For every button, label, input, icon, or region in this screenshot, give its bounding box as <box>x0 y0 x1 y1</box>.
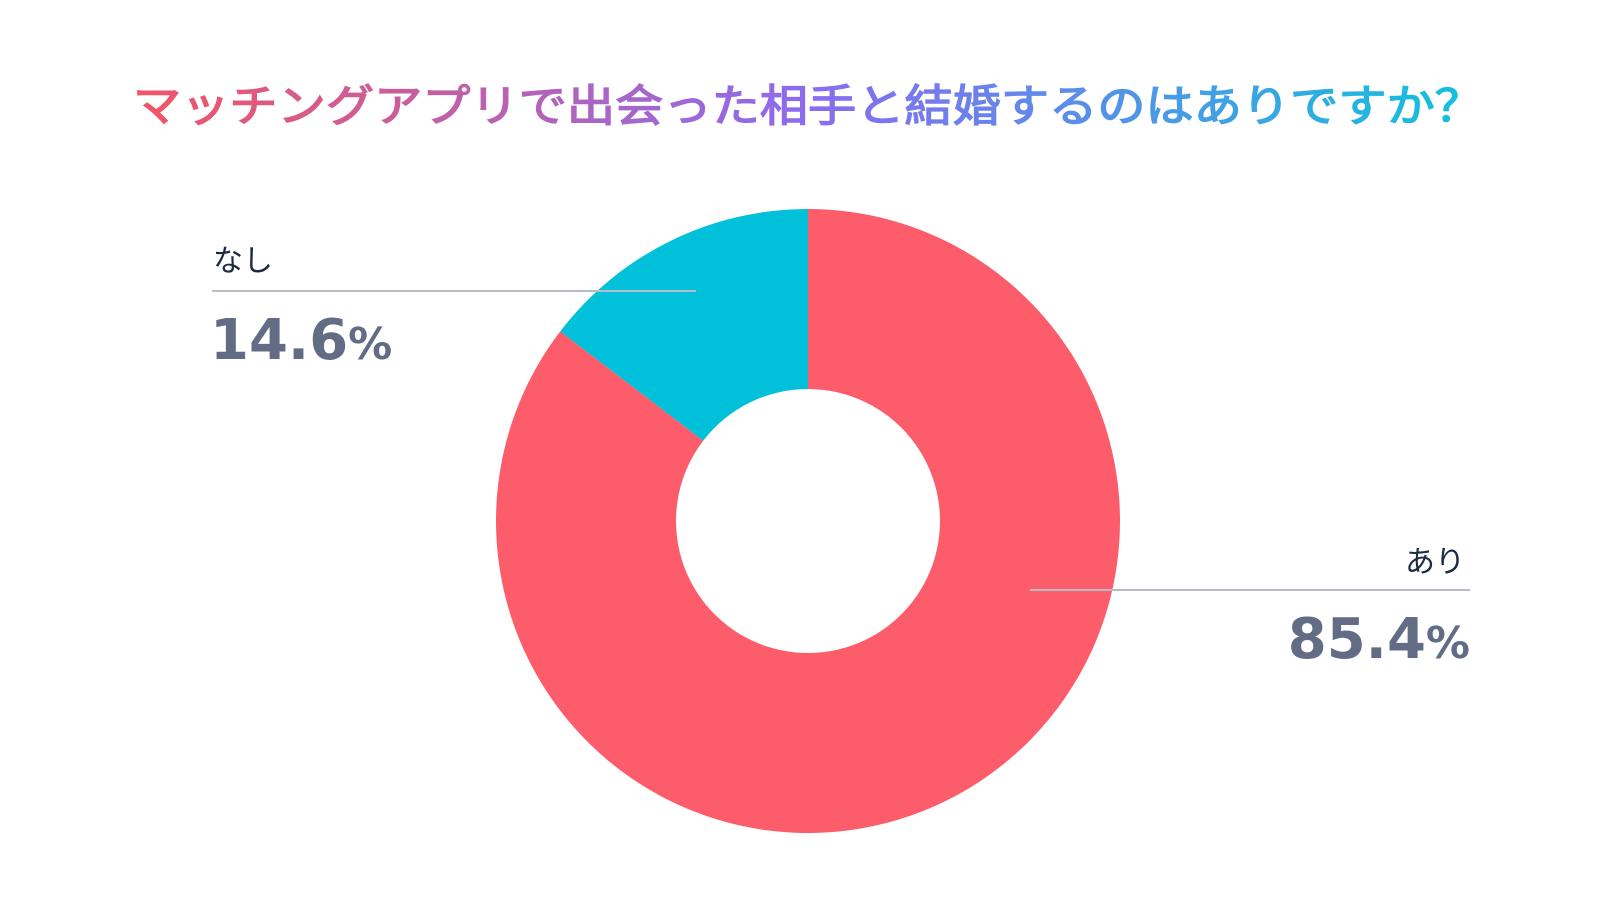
category-label-nashi: なし <box>213 244 273 279</box>
value-number-nashi: 14.6 <box>210 308 348 373</box>
value-number-ari: 85.4 <box>1288 607 1426 672</box>
value-unit-ari: % <box>1426 618 1470 669</box>
value-label-ari: 85.4% <box>1288 607 1470 672</box>
donut-slice-nashi <box>560 209 808 441</box>
category-label-ari: あり <box>1405 545 1465 580</box>
donut-slices <box>496 209 1121 834</box>
chart-title: マッチングアプリで出会った相手と結婚するのはありですか？ <box>133 81 1483 132</box>
value-label-nashi: 14.6% <box>210 308 392 373</box>
donut-slice-ari <box>496 209 1121 834</box>
value-unit-nashi: % <box>348 319 392 370</box>
